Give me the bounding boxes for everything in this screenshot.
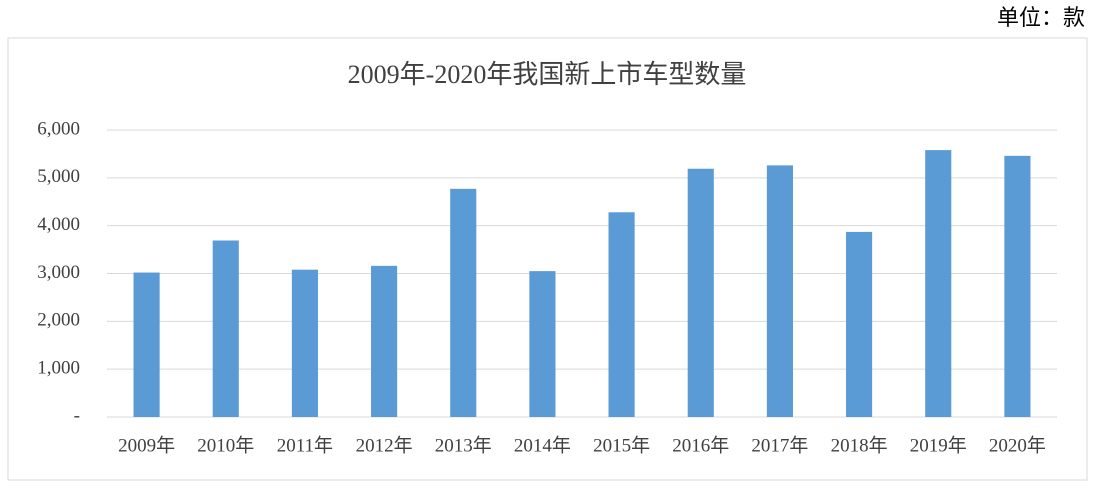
unit-label: 单位：款 [997, 5, 1085, 30]
x-tick-label: 2012年 [356, 434, 413, 456]
y-tick-label: 3,000 [37, 262, 80, 283]
x-tick-label: 2018年 [831, 434, 888, 456]
chart-frame [7, 37, 1088, 481]
y-tick-label: - [74, 405, 80, 426]
x-tick-label: 2013年 [435, 434, 492, 456]
x-tick-label: 2020年 [989, 434, 1046, 456]
x-tick-label: 2016年 [672, 434, 729, 456]
x-tick-label: 2010年 [197, 434, 254, 456]
bar [1004, 155, 1031, 417]
x-tick-label: 2009年 [118, 434, 175, 456]
bar [212, 240, 239, 417]
y-tick-label: 5,000 [37, 166, 80, 187]
x-tick-label: 2017年 [751, 434, 808, 456]
x-tick-label: 2014年 [514, 434, 571, 456]
x-tick-label: 2015年 [593, 434, 650, 456]
chart-title: 2009年-2020年我国新上市车型数量 [348, 60, 747, 89]
y-tick-label: 2,000 [37, 310, 80, 331]
y-tick-label: 4,000 [37, 214, 80, 235]
bar [371, 265, 398, 417]
x-tick-label: 2011年 [277, 434, 333, 456]
bar [687, 168, 714, 417]
bar [766, 165, 793, 417]
bar [846, 231, 873, 417]
bar [925, 150, 952, 417]
bar [450, 188, 477, 417]
bar [529, 271, 556, 417]
y-tick-label: 6,000 [37, 118, 80, 139]
y-tick-label: 1,000 [37, 358, 80, 379]
bar [608, 212, 635, 417]
bar [133, 272, 160, 417]
bar [291, 269, 318, 417]
x-tick-label: 2019年 [910, 434, 967, 456]
